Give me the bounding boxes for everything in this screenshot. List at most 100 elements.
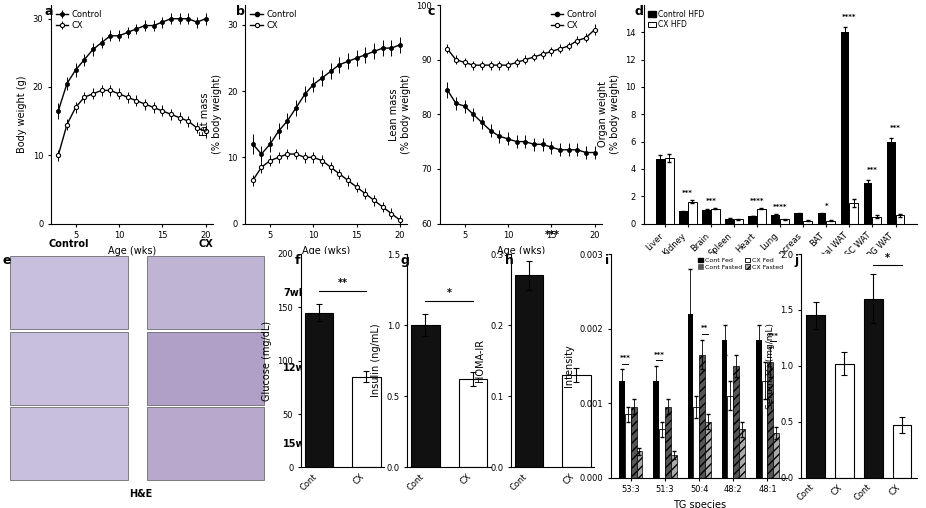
Text: ***: *** xyxy=(619,355,631,361)
Bar xyxy=(893,425,911,478)
Text: CX: CX xyxy=(198,239,213,249)
Text: ****: **** xyxy=(842,14,857,20)
Bar xyxy=(411,325,440,467)
Bar xyxy=(10,332,128,405)
Bar xyxy=(835,364,854,478)
Bar xyxy=(728,396,733,478)
Bar xyxy=(757,208,766,224)
Bar xyxy=(10,407,128,481)
Y-axis label: Fat mass
(% body weight): Fat mass (% body weight) xyxy=(200,74,221,154)
Bar xyxy=(849,203,858,224)
Text: Control: Control xyxy=(48,239,89,249)
Bar xyxy=(725,219,734,224)
Legend: Control, CX: Control, CX xyxy=(55,9,103,30)
Bar xyxy=(795,213,803,224)
Bar xyxy=(826,221,835,224)
Bar xyxy=(864,299,882,478)
Bar xyxy=(748,216,757,224)
Bar xyxy=(146,256,264,329)
Y-axis label: Organ weight
(% body weight): Organ weight (% body weight) xyxy=(598,74,619,154)
Text: j: j xyxy=(795,254,798,267)
Text: b: b xyxy=(236,5,245,18)
Text: H&E: H&E xyxy=(130,490,153,499)
Bar xyxy=(636,452,643,478)
Bar xyxy=(756,340,762,478)
Text: ****: **** xyxy=(750,198,764,204)
Bar xyxy=(659,429,665,478)
Bar xyxy=(699,355,705,478)
Y-axis label: HOMA-IR: HOMA-IR xyxy=(475,339,484,382)
X-axis label: Age (wks): Age (wks) xyxy=(107,246,156,256)
Bar xyxy=(631,407,636,478)
Bar xyxy=(619,380,625,478)
Y-axis label: Glucose (mg/dL): Glucose (mg/dL) xyxy=(262,321,272,401)
Y-axis label: Serum TG (mg/mL): Serum TG (mg/mL) xyxy=(766,323,775,409)
Text: ****: **** xyxy=(773,204,787,210)
Text: g: g xyxy=(400,254,409,267)
Bar xyxy=(734,219,743,224)
Bar xyxy=(562,375,591,467)
Bar xyxy=(654,380,659,478)
Text: *: * xyxy=(885,253,890,263)
Legend: Control, CX: Control, CX xyxy=(249,9,297,30)
Text: ***: *** xyxy=(654,352,665,358)
Bar xyxy=(887,142,895,224)
Bar xyxy=(768,362,773,478)
Bar xyxy=(665,407,670,478)
Bar xyxy=(818,213,826,224)
Text: ***: *** xyxy=(545,230,560,240)
Bar xyxy=(803,221,812,224)
Bar xyxy=(305,312,333,467)
Text: d: d xyxy=(634,5,644,18)
Text: a: a xyxy=(44,5,53,18)
Text: e: e xyxy=(3,254,11,267)
Bar xyxy=(679,211,688,224)
Bar xyxy=(146,407,264,481)
Bar xyxy=(807,315,825,478)
Bar xyxy=(665,158,673,224)
Bar xyxy=(688,202,696,224)
Text: i: i xyxy=(605,254,608,267)
Text: ***: *** xyxy=(768,333,779,339)
Text: ***: *** xyxy=(682,190,694,196)
Legend: Cont Fed, Cont Fasted, CX Fed, CX Fasted: Cont Fed, Cont Fasted, CX Fed, CX Fasted xyxy=(697,257,784,270)
Bar xyxy=(625,414,631,478)
Legend: Control, CX: Control, CX xyxy=(550,9,598,30)
Bar xyxy=(146,332,264,405)
Bar xyxy=(705,422,711,478)
Text: ***: *** xyxy=(706,198,717,204)
Text: *: * xyxy=(446,288,452,298)
Y-axis label: Insulin (ng/mL): Insulin (ng/mL) xyxy=(371,324,382,397)
Y-axis label: Intensity: Intensity xyxy=(564,344,574,387)
Text: 12wks: 12wks xyxy=(283,363,319,373)
Bar xyxy=(711,208,720,224)
Bar xyxy=(721,340,728,478)
Bar xyxy=(352,377,381,467)
Text: h: h xyxy=(505,254,514,267)
Bar xyxy=(762,380,768,478)
Text: c: c xyxy=(428,5,435,18)
Bar xyxy=(694,407,699,478)
Text: **: ** xyxy=(338,277,347,288)
Bar xyxy=(687,313,694,478)
Text: ***: *** xyxy=(867,167,878,173)
Bar xyxy=(702,210,711,224)
X-axis label: Age (wks): Age (wks) xyxy=(302,246,351,256)
Y-axis label: Lean mass
(% body weight): Lean mass (% body weight) xyxy=(389,74,411,154)
Legend: Control HFD, CX HFD: Control HFD, CX HFD xyxy=(647,9,705,30)
Text: f: f xyxy=(294,254,300,267)
X-axis label: Age (wks): Age (wks) xyxy=(496,246,545,256)
Bar xyxy=(739,429,745,478)
Bar xyxy=(670,455,677,478)
Bar xyxy=(458,379,487,467)
Bar xyxy=(771,215,780,224)
Bar xyxy=(841,33,849,224)
Bar xyxy=(872,217,882,224)
Text: 7wks: 7wks xyxy=(283,288,311,298)
Bar xyxy=(895,215,905,224)
Bar xyxy=(10,256,128,329)
Text: *: * xyxy=(824,203,828,208)
Text: **: ** xyxy=(701,326,708,332)
Bar xyxy=(780,219,789,224)
Bar xyxy=(733,366,739,478)
